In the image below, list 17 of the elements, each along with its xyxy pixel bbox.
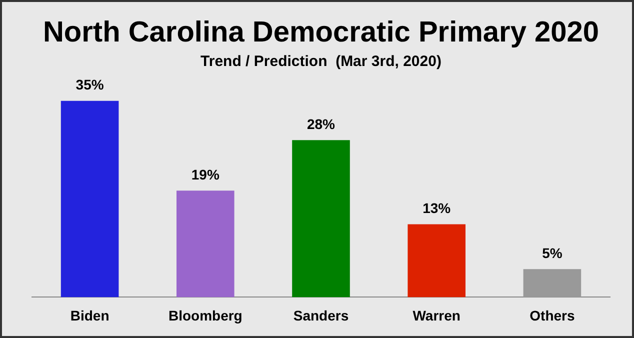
bar — [176, 190, 234, 298]
bar — [60, 100, 119, 298]
data-label: 19% — [191, 166, 220, 182]
x-tick-label: Sanders — [293, 307, 349, 324]
data-label: 13% — [422, 200, 452, 216]
x-tick-label: Bloomberg — [168, 307, 242, 324]
data-label: 28% — [306, 116, 336, 132]
x-tick-label: Warren — [412, 307, 460, 324]
x-tick-label: Others — [530, 307, 575, 324]
chart-subtitle: Trend / Prediction (Mar 3rd, 2020) — [200, 52, 442, 70]
chart-title: North Carolina Democratic Primary 2020 — [42, 16, 600, 48]
bar — [523, 269, 582, 298]
bar — [292, 140, 350, 298]
bar — [408, 224, 466, 298]
x-tick-label: Biden — [70, 307, 110, 324]
data-label: 5% — [542, 245, 563, 261]
data-label: 35% — [76, 76, 104, 93]
